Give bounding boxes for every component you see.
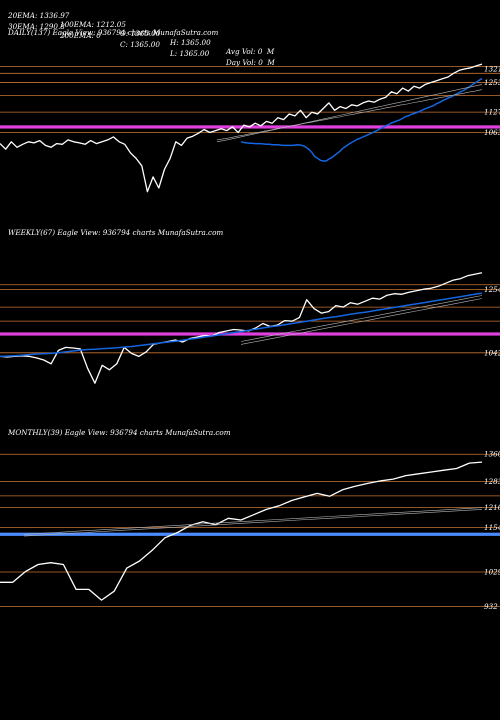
daily-tick-label-2: 1127 bbox=[484, 108, 500, 117]
header-avg-vol: Avg Vol: 0 M bbox=[226, 47, 275, 56]
weekly-panel-title: WEEKLY(67) Eagle View: 936794 charts Mun… bbox=[8, 228, 224, 237]
header-high: H: 1365.00 bbox=[170, 38, 211, 47]
weekly-level-band-4 bbox=[0, 332, 500, 336]
header-100ema: 100EMA: 1212.05 bbox=[60, 20, 126, 29]
header-20ema: 20EMA: 1336.97 bbox=[8, 11, 70, 20]
monthly-level-band-5 bbox=[0, 532, 500, 536]
header-day-vol: Day Vol: 0 M bbox=[226, 58, 275, 67]
weekly-tick-label-1: 1042 bbox=[484, 348, 500, 357]
monthly-tick-label-5: 932 bbox=[484, 602, 498, 611]
header-low: L: 1365.00 bbox=[170, 49, 210, 58]
header-open: O: 1365.00 bbox=[120, 29, 161, 38]
header-close: C: 1365.00 bbox=[120, 40, 160, 49]
daily-panel-title: DAILY(137) Eagle View: 936794 charts Mun… bbox=[8, 28, 219, 37]
daily-series-ma-2 bbox=[216, 84, 483, 143]
weekly-series-ma-3 bbox=[240, 298, 483, 345]
monthly-tick-label-0: 1360 bbox=[484, 450, 500, 459]
header-200ema: 200EMA: 0 bbox=[60, 31, 101, 40]
header-row-1: 20EMA: 1336.97 100EMA: 1212.05 O: 1365.0… bbox=[8, 2, 274, 56]
monthly-series-price-0 bbox=[0, 461, 483, 601]
daily-tick-label-1: 1253 bbox=[484, 78, 500, 87]
daily-series-ma-3 bbox=[216, 89, 483, 141]
daily-series-ema-1 bbox=[240, 77, 483, 162]
weekly-series-ema-1 bbox=[0, 292, 483, 358]
header-row-2: 30EMA: 1290.8 200EMA: 0 C: 1365.00 L: 13… bbox=[8, 13, 275, 67]
monthly-series-ma-2 bbox=[24, 509, 483, 537]
monthly-panel-title: MONTHLY(39) Eagle View: 936794 charts Mu… bbox=[8, 428, 231, 437]
daily-tick-label-3: 1063 bbox=[484, 128, 500, 137]
monthly-series-ma-1 bbox=[24, 507, 483, 535]
daily-series-price-0 bbox=[0, 63, 483, 193]
weekly-series-price-0 bbox=[0, 272, 483, 384]
monthly-tick-label-1: 1283 bbox=[484, 477, 500, 486]
weekly-tick-label-0: 1254 bbox=[484, 285, 500, 294]
weekly-series-ma-2 bbox=[240, 295, 483, 342]
monthly-tick-label-3: 1154 bbox=[484, 523, 500, 532]
header-30ema: 30EMA: 1290.8 bbox=[8, 22, 65, 31]
